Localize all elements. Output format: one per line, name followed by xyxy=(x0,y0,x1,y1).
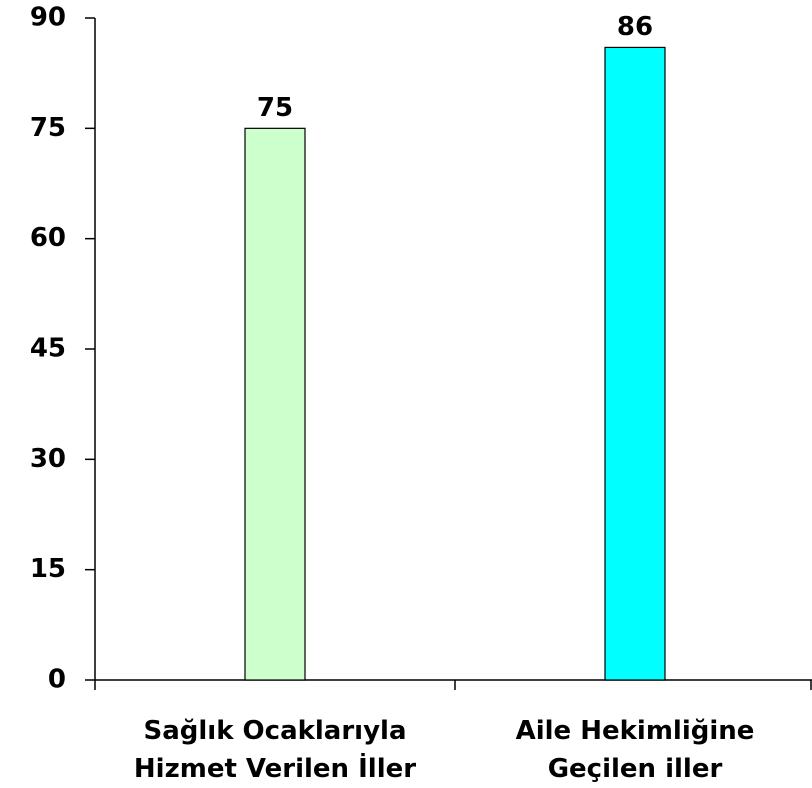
y-tick-label: 75 xyxy=(30,113,66,143)
y-tick-label: 15 xyxy=(30,554,66,584)
x-tick-label: Aile Hekimliğine Geçilen iller xyxy=(515,716,755,784)
y-tick-label: 30 xyxy=(30,444,66,474)
y-tick-label: 45 xyxy=(30,334,66,364)
x-tick-label: Sağlık Ocaklarıyla Hizmet Verilen İller xyxy=(133,716,417,784)
y-tick-label: 60 xyxy=(30,223,66,253)
bar xyxy=(604,46,666,681)
bar xyxy=(244,127,306,681)
data-label: 86 xyxy=(617,12,653,42)
y-tick-label: 90 xyxy=(30,3,66,33)
data-label: 75 xyxy=(257,93,293,123)
y-tick-label: 0 xyxy=(48,665,66,695)
